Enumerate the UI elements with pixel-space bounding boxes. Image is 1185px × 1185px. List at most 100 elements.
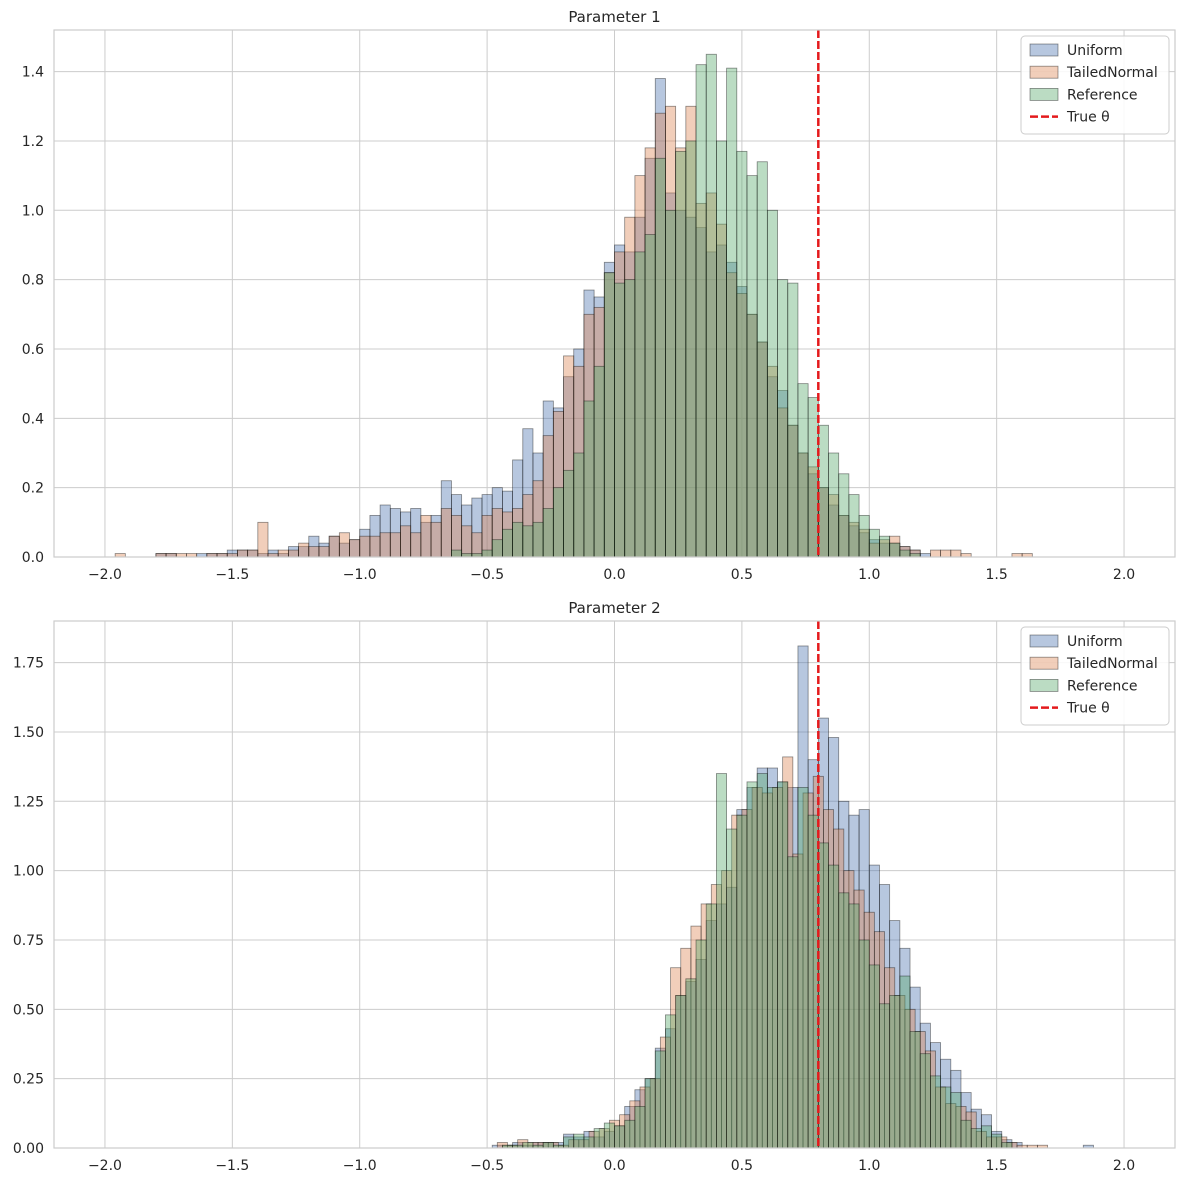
histogram-bar <box>736 150 748 558</box>
y-tick-label: 0.25 <box>13 1072 44 1088</box>
histogram-bar <box>685 140 697 558</box>
histogram-bar <box>593 365 605 558</box>
legend-label: Reference <box>1067 87 1138 103</box>
y-tick-label: 0.00 <box>13 1141 44 1157</box>
histogram-bar <box>287 549 299 558</box>
y-tick-label: 0.0 <box>22 550 44 566</box>
histogram-bar <box>858 514 870 558</box>
y-tick-label: 1.50 <box>13 725 44 741</box>
histogram-bar <box>970 1128 982 1149</box>
x-tick-label: 0.0 <box>603 1158 625 1174</box>
histogram-bar <box>573 452 585 558</box>
histogram-bar <box>614 282 626 558</box>
series-tailednormal <box>496 756 1049 1149</box>
x-tick-label: −2.0 <box>88 567 122 583</box>
histogram-bar <box>593 1128 605 1149</box>
histogram-bar <box>624 1119 636 1149</box>
y-tick-label: 0.2 <box>22 481 44 497</box>
histogram-bar <box>369 535 381 558</box>
legend-label-true-theta: True θ <box>1066 110 1110 126</box>
legend-label: TailedNormal <box>1066 656 1158 672</box>
legend-box <box>1020 35 1170 135</box>
histogram-bar <box>940 1086 952 1149</box>
histogram-bar <box>379 532 391 558</box>
histogram-bar <box>766 787 778 1149</box>
histogram-bar <box>848 494 860 558</box>
x-tick-label: −1.5 <box>215 567 249 583</box>
legend-label: Reference <box>1067 678 1138 694</box>
x-tick-label: 1.5 <box>986 1158 1008 1174</box>
histogram-bar <box>797 787 809 1149</box>
histogram-bar <box>787 856 799 1149</box>
histogram-bar <box>675 150 687 558</box>
histogram-bar <box>807 814 819 1149</box>
x-tick-label: 2.0 <box>1113 1158 1135 1174</box>
y-tick-label: 1.4 <box>22 65 44 81</box>
x-tick-label: 0.0 <box>603 567 625 583</box>
histogram-bar <box>930 1075 942 1149</box>
histogram-bar <box>247 549 259 558</box>
x-tick-label: −0.5 <box>470 567 504 583</box>
chart-title: Parameter 1 <box>568 8 660 26</box>
legend-swatch <box>1029 65 1059 79</box>
histogram-bar <box>603 272 615 558</box>
histogram-bar <box>960 1119 972 1149</box>
histogram-bar <box>624 279 636 558</box>
histogram-bar <box>777 279 789 558</box>
axes-frame <box>53 29 1176 558</box>
histogram-bar <box>257 521 269 558</box>
histogram-bar <box>328 535 340 558</box>
y-tick-label: 0.8 <box>22 273 44 289</box>
histogram-bar <box>868 528 880 558</box>
y-tick-label: 1.00 <box>13 864 44 880</box>
histogram-bar <box>410 532 422 558</box>
x-tick-label: −1.0 <box>343 567 377 583</box>
histogram-bar <box>766 209 778 558</box>
histogram-bar <box>614 1125 626 1149</box>
histogram-bar <box>512 521 524 558</box>
histogram-bar <box>308 546 320 558</box>
x-tick-label: −1.0 <box>343 1158 377 1174</box>
y-tick-label: 0.4 <box>22 411 44 427</box>
chart-panel-parameter-2: Parameter 2 −2.0 −1.5 −1.0 −0.5 0.0 0.5 1.0 1.5 2… <box>13 599 1176 1174</box>
histogram-bar <box>797 383 809 558</box>
histogram-bar <box>644 234 656 558</box>
histogram-bar <box>563 469 575 558</box>
histogram-bar <box>359 535 371 558</box>
histogram-bar <box>542 508 554 558</box>
histogram-bar <box>838 473 850 558</box>
legend: Uniform TailedNormal Reference True θ <box>1020 626 1170 726</box>
histogram-bar <box>430 521 442 558</box>
histogram-bar <box>420 514 432 558</box>
histogram-bar <box>665 209 677 558</box>
histogram-bar <box>868 964 880 1149</box>
histogram-bar <box>756 773 768 1149</box>
chart-panel-parameter-1: Parameter 1 −2.0 −1.5 −1.0 −0.5 0.0 0.5 1.0 1.5 2… <box>22 8 1176 583</box>
histogram-bar <box>930 549 942 558</box>
histogram-bar <box>838 892 850 1149</box>
histogram-bar <box>828 452 840 558</box>
legend-swatch <box>1029 656 1059 670</box>
histogram-bar <box>899 975 911 1149</box>
histogram-bar <box>400 525 412 558</box>
y-tick-label: 1.75 <box>13 656 44 672</box>
histogram-bar <box>899 549 911 558</box>
histogram-bar <box>338 532 350 558</box>
histogram-bar <box>716 140 728 558</box>
chart-title: Parameter 2 <box>568 599 660 617</box>
histogram-bar <box>461 525 473 558</box>
y-tick-label: 1.25 <box>13 794 44 810</box>
legend-label: Uniform <box>1067 43 1123 59</box>
histogram-bar <box>848 903 860 1149</box>
y-tick-label: 0.50 <box>13 1002 44 1018</box>
histogram-bar <box>828 864 840 1149</box>
histogram-bar <box>950 549 962 558</box>
histogram-bar <box>440 508 452 558</box>
histogram-bar <box>817 842 829 1149</box>
histogram-bar <box>522 525 534 558</box>
histogram-bar <box>980 1125 992 1149</box>
histogram-bar <box>909 1031 921 1149</box>
legend-swatch <box>1029 634 1059 648</box>
histogram-bar <box>583 400 595 558</box>
